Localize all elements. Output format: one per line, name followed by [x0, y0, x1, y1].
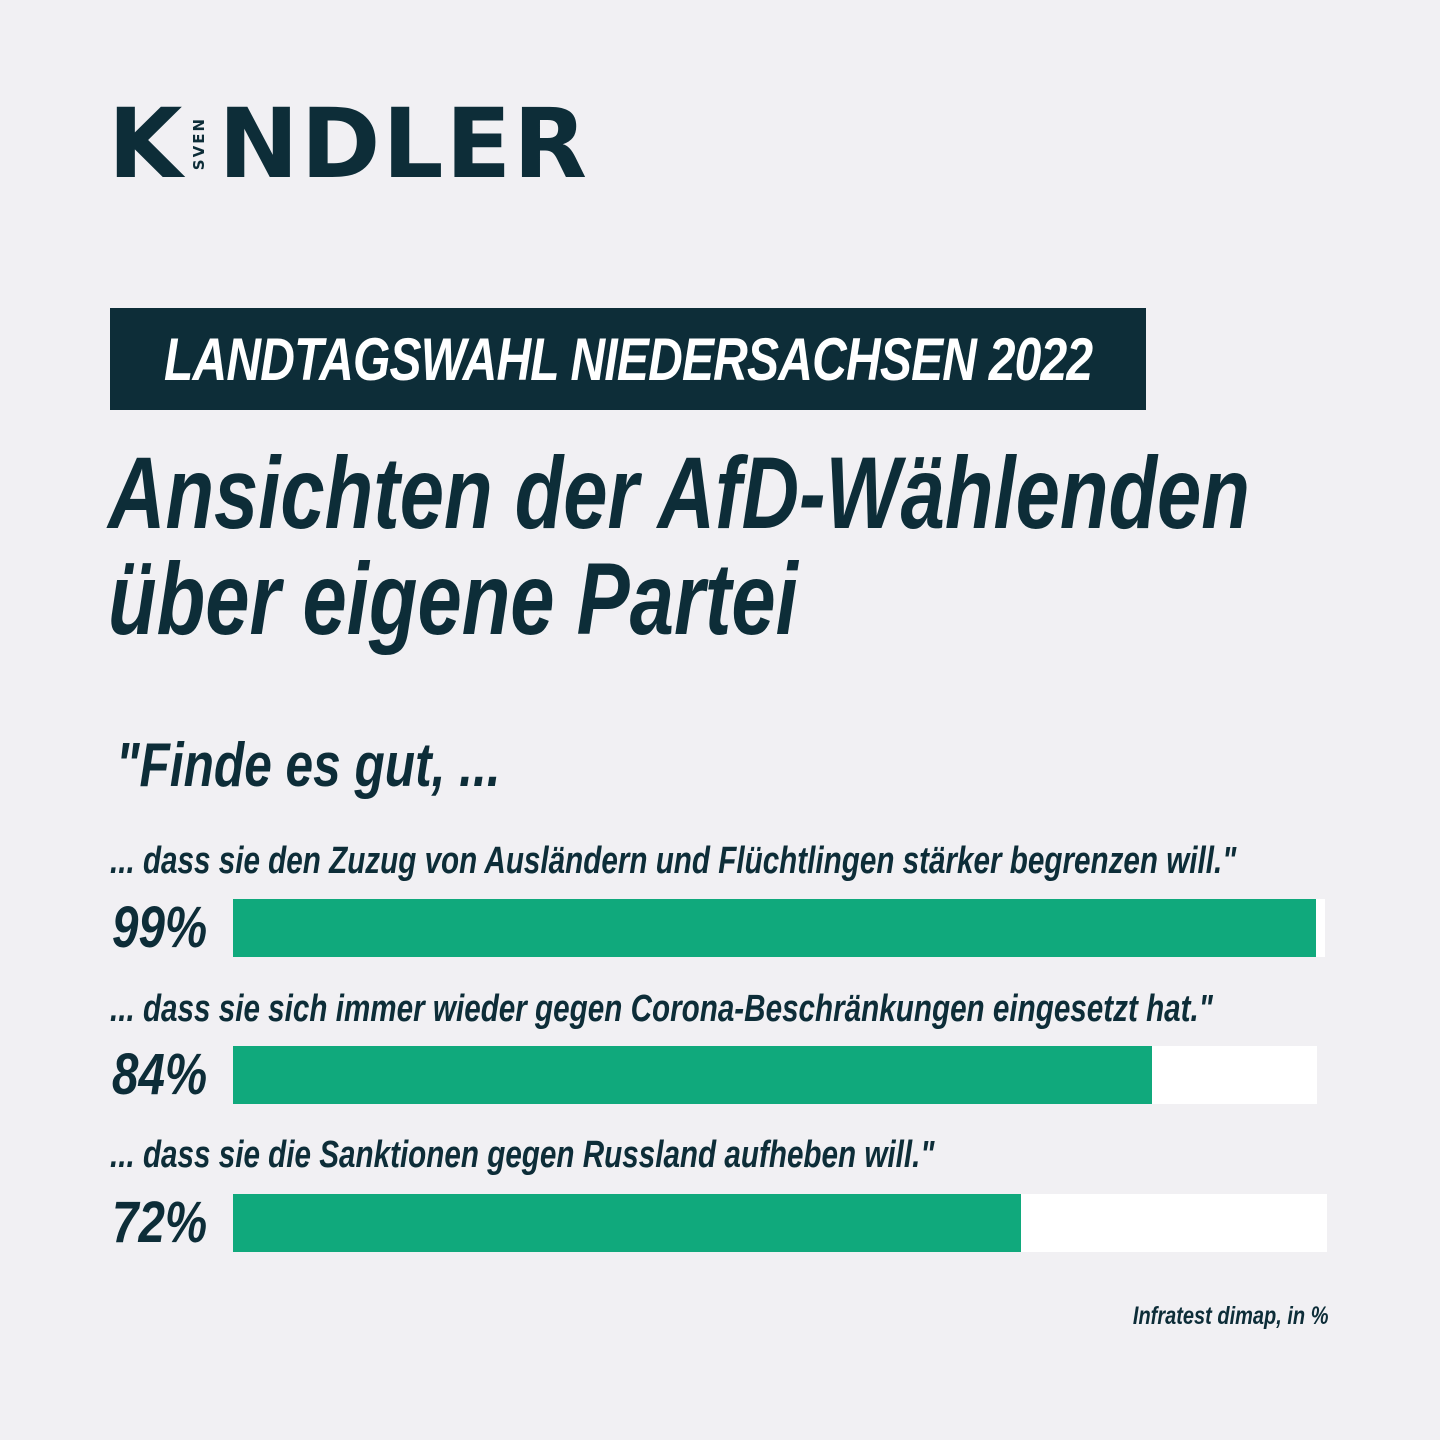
- bar-category-label: ... dass sie den Zuzug von Ausländern un…: [110, 840, 1237, 882]
- bar: [233, 1194, 1021, 1252]
- bar-category-label: ... dass sie sich immer wieder gegen Cor…: [110, 988, 1213, 1030]
- bar: [233, 1046, 1152, 1104]
- brand-logo: K SVEN NDLER: [108, 88, 590, 200]
- logo-surname: NDLER: [218, 88, 590, 200]
- bar-track: [233, 1046, 1317, 1104]
- bar-value-label: 99%: [112, 895, 208, 960]
- statement-lead: "Finde es gut, ...: [116, 731, 501, 800]
- election-tag-label: LANDTAGSWAHL NIEDERSACHSEN 2022: [163, 325, 1093, 393]
- bar-value-label: 72%: [112, 1190, 208, 1255]
- chart-title: Ansichten der AfD-Wählenden über eigene …: [108, 440, 1250, 652]
- logo-first-name: SVEN: [190, 117, 209, 171]
- source-note: Infratest dimap, in %: [1132, 1302, 1328, 1330]
- bar: [233, 899, 1316, 957]
- bar-value-label: 84%: [112, 1042, 208, 1107]
- chart-title-line-2: über eigene Partei: [108, 542, 798, 656]
- logo-initial: K: [108, 88, 185, 200]
- bar-category-label: ... dass sie die Sanktionen gegen Russla…: [110, 1134, 935, 1176]
- bar-track: [233, 1194, 1327, 1252]
- election-tag: LANDTAGSWAHL NIEDERSACHSEN 2022: [110, 308, 1146, 410]
- chart-title-line-1: Ansichten der AfD-Wählenden: [108, 436, 1250, 550]
- bar-track: [233, 899, 1325, 957]
